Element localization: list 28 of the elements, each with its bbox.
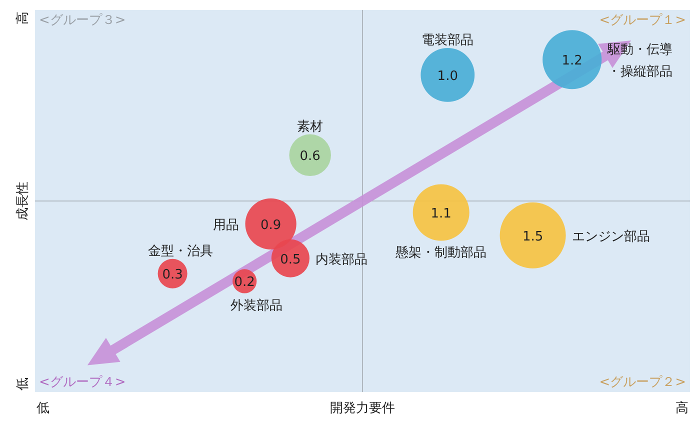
text: <グループ４>: [39, 375, 126, 390]
text: 低: [16, 378, 31, 390]
data-label: 1.1: [430, 206, 452, 222]
category-label: 素材: [297, 119, 324, 134]
text: 低: [36, 401, 50, 416]
category-label: 電装部品: [422, 32, 474, 48]
text: <グループ３>: [39, 13, 126, 28]
data-label: 0.2: [234, 275, 255, 290]
category-label: 駆動・伝導・操縦部品: [606, 42, 673, 80]
data-label: 0.5: [280, 252, 301, 268]
text: 成長性: [16, 182, 31, 220]
data-label: 1.0: [437, 68, 458, 84]
text: <グループ１>: [599, 13, 686, 28]
data-label: 1.5: [522, 229, 544, 244]
data-label: 0.6: [300, 149, 320, 164]
category-label: 金型・治具: [148, 244, 214, 259]
data-label: 1.2: [562, 54, 582, 69]
data-label: 0.9: [260, 218, 282, 233]
text: 高: [676, 400, 688, 416]
category-label: エンジン部品: [572, 229, 650, 244]
text: 高: [14, 12, 31, 24]
text: 開発力要件: [330, 401, 395, 416]
text: <グループ２>: [599, 375, 686, 390]
category-label: 内装部品: [316, 252, 368, 268]
category-label: 外装部品: [230, 298, 283, 314]
category-label: 用品: [213, 218, 240, 233]
data-label: 0.3: [162, 268, 183, 283]
category-label: 懸架・制動部品: [394, 246, 487, 261]
